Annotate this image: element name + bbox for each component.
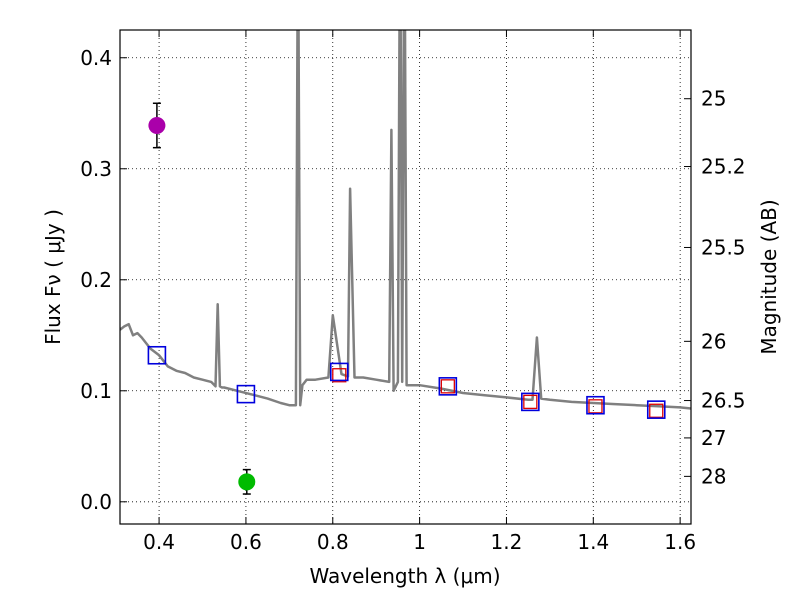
x-tick-label: 0.6 — [230, 530, 262, 554]
model-photometry-box — [332, 368, 347, 383]
y-tick-label: 0.4 — [80, 46, 112, 70]
model-photometry-box — [523, 394, 538, 410]
y-tick-label: 0.0 — [80, 490, 112, 514]
photometry-box — [236, 384, 256, 404]
photometry-box — [147, 345, 167, 365]
mag-tick-label: 26.5 — [701, 389, 746, 413]
y-tick-label: 0.2 — [80, 268, 112, 292]
x-tick-label: 1.6 — [664, 530, 696, 554]
x-tick-label: 1 — [413, 530, 426, 554]
model-photometry-box — [649, 403, 664, 418]
mag-tick-label: 27 — [701, 426, 726, 450]
x-tick-label: 1.4 — [577, 530, 609, 554]
photometry-box — [521, 392, 540, 412]
photometry-box — [329, 362, 349, 382]
model-photometry-box — [440, 379, 455, 394]
optical-point — [238, 473, 256, 491]
x-tick-label: 0.4 — [143, 530, 175, 554]
x-tick-label: 1.2 — [491, 530, 523, 554]
y-axis-title-right: Magnitude (AB) — [757, 199, 781, 354]
mag-tick-label: 25 — [701, 87, 726, 111]
mag-tick-label: 25.2 — [701, 155, 746, 179]
mag-tick-label: 26 — [701, 329, 726, 353]
marker-layer — [147, 102, 666, 495]
tick-layer: 0.4 0.6 0.8 1 1.2 1.4 1.6 0.0 0.1 0.2 0.3 0.4 25 25.2… — [80, 30, 746, 554]
photometry-box — [438, 377, 458, 396]
y-tick-label: 0.1 — [80, 379, 112, 403]
model-photometry-box — [588, 399, 603, 414]
model-spectrum-line — [120, 30, 691, 410]
uv-point — [148, 116, 166, 134]
photometry-box — [586, 395, 605, 415]
y-axis-title: Flux Fν ( μJy ) — [41, 209, 65, 345]
mag-tick-label: 28 — [701, 464, 726, 488]
mag-tick-label: 25.5 — [701, 235, 746, 259]
data-layer — [120, 30, 691, 410]
x-axis-title: Wavelength λ (μm) — [309, 564, 500, 588]
photometry-box — [646, 400, 666, 419]
plot-frame — [119, 29, 692, 525]
y-tick-label: 0.3 — [80, 157, 112, 181]
x-tick-label: 0.8 — [317, 530, 349, 554]
